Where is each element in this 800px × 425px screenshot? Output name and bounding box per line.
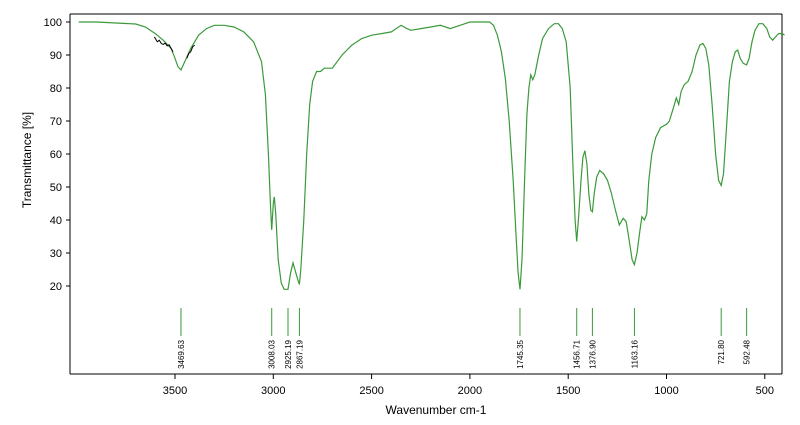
peak-label: 3469.63 — [177, 339, 186, 368]
x-tick-label: 1000 — [654, 385, 678, 397]
y-tick-label: 50 — [50, 182, 62, 194]
y-tick-label: 100 — [44, 17, 62, 29]
noise-segment — [186, 44, 196, 59]
peak-label: 721.80 — [717, 339, 726, 364]
y-axis-title: Transmittance [%] — [20, 112, 34, 208]
y-tick-label: 90 — [50, 50, 62, 62]
x-tick-label: 500 — [756, 385, 774, 397]
peak-label: 3008.03 — [268, 339, 277, 368]
peak-label: 592.48 — [743, 339, 752, 364]
peak-label: 1456.71 — [573, 339, 582, 368]
y-tick-label: 30 — [50, 248, 62, 260]
x-tick-label: 2500 — [359, 385, 383, 397]
x-axis-ticks: 3500 3000 2500 2000 1500 1000 500 — [163, 374, 774, 397]
y-axis-ticks: 20 30 40 50 60 70 80 90 100 — [44, 17, 70, 293]
noise-segment — [153, 36, 174, 52]
spectrum-line — [78, 21, 785, 290]
peak-label: 1376.90 — [588, 339, 597, 368]
peak-label: 2925.19 — [284, 339, 293, 368]
x-tick-label: 3500 — [163, 385, 187, 397]
peak-label: 1163.16 — [630, 339, 639, 368]
x-tick-label: 2000 — [458, 385, 482, 397]
spectrum-series — [78, 21, 785, 290]
y-tick-label: 70 — [50, 116, 62, 128]
peak-label: 1745.35 — [516, 339, 525, 368]
x-axis-title: Wavenumber cm-1 — [386, 403, 487, 417]
y-tick-label: 60 — [50, 149, 62, 161]
peak-label: 2867.19 — [295, 339, 304, 368]
y-tick-label: 20 — [50, 281, 62, 293]
y-tick-label: 80 — [50, 83, 62, 95]
peak-markers: 3469.63 3008.03 2925.19 2867.19 1745.35 1456.… — [177, 308, 752, 369]
y-tick-label: 40 — [50, 215, 62, 227]
x-tick-label: 1500 — [556, 385, 580, 397]
plot-frame — [69, 13, 783, 375]
x-tick-label: 3000 — [261, 385, 285, 397]
